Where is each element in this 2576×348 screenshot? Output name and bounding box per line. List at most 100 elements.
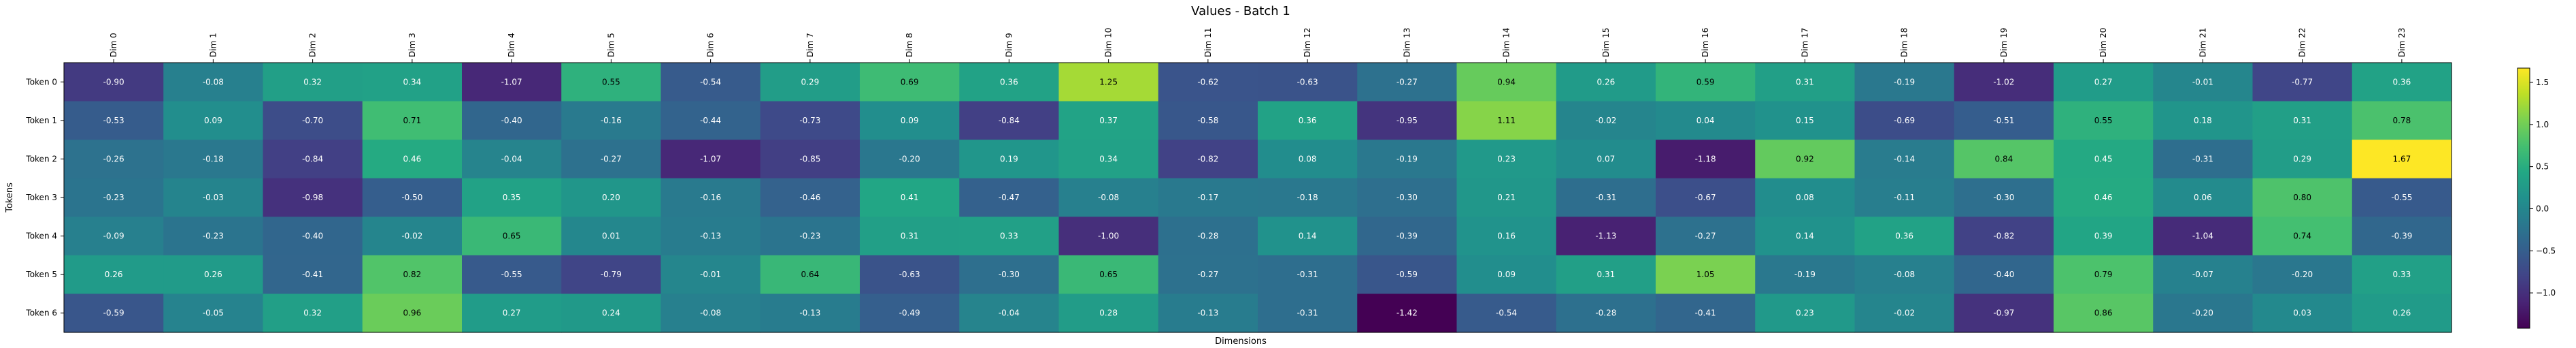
cell-value-label: -0.02 (1894, 309, 1915, 318)
heatmap-cell (1755, 101, 1856, 140)
cell-value-label: 0.34 (403, 77, 422, 86)
cell-value-label: 0.19 (1000, 154, 1018, 163)
cell-value-label: 0.78 (2393, 116, 2411, 125)
x-tick-label: Dim 17 (1800, 28, 1809, 57)
cell-value-label: 0.24 (602, 309, 620, 318)
heatmap-cell (1755, 63, 1856, 102)
cell-value-label: -0.53 (103, 116, 124, 125)
cell-value-label: -0.95 (1396, 116, 1418, 125)
heatmap-cell (561, 63, 662, 102)
cell-value-label: 0.28 (1099, 309, 1118, 318)
heatmap-cell (2153, 63, 2254, 102)
cell-value-label: -0.05 (203, 309, 224, 318)
heatmap-cell (64, 178, 164, 217)
heatmap-cell (2252, 178, 2353, 217)
cell-value-label: -0.46 (799, 193, 820, 202)
heatmap-cell (1058, 217, 1159, 256)
x-tick-label: Dim 19 (1999, 28, 2009, 57)
heatmap-cell (1656, 101, 1756, 140)
cell-value-label: 0.74 (2293, 232, 2311, 241)
cell-value-label: 0.16 (1497, 232, 1516, 241)
cell-value-label: 1.67 (2393, 154, 2411, 163)
heatmap-cell (362, 294, 463, 333)
cell-value-label: -0.82 (1993, 232, 2014, 241)
heatmap-cell (1556, 255, 1656, 295)
heatmap-cell (2252, 217, 2353, 256)
heatmap-cell (660, 294, 761, 333)
colorbar-tick-label: −0.5 (2536, 246, 2556, 255)
heatmap-cell (1258, 255, 1358, 295)
cell-value-label: -0.50 (401, 193, 422, 202)
cell-value-label: 0.04 (1696, 116, 1715, 125)
heatmap-cell (1556, 63, 1656, 102)
cell-value-label: 0.08 (1299, 154, 1317, 163)
heatmap-cell (1357, 178, 1458, 217)
cell-value-label: -0.13 (799, 309, 820, 318)
cell-value-label: -0.23 (203, 232, 224, 241)
heatmap-cell (1456, 178, 1557, 217)
cell-value-label: 0.29 (2293, 154, 2311, 163)
x-tick-label: Dim 3 (407, 33, 417, 57)
cell-value-label: -0.39 (2391, 232, 2412, 241)
heatmap-cell (64, 140, 164, 179)
cell-value-label: -0.69 (1894, 116, 1915, 125)
cell-value-label: -0.55 (2391, 193, 2412, 202)
cell-value-label: 0.32 (303, 77, 322, 86)
cell-value-label: -0.18 (1297, 193, 1318, 202)
cell-value-label: 0.32 (303, 309, 322, 318)
cell-value-label: -0.55 (501, 270, 522, 279)
cell-value-label: 0.55 (602, 77, 620, 86)
heatmap-cell (1158, 217, 1258, 256)
heatmap-cell (1456, 217, 1557, 256)
heatmap-cell (64, 294, 164, 333)
cell-value-label: 0.15 (1796, 116, 1814, 125)
cell-value-label: 0.36 (1299, 116, 1317, 125)
heatmap-cell (263, 294, 363, 333)
heatmap-cell (959, 255, 1060, 295)
heatmap-cell (1357, 255, 1458, 295)
heatmap-cell (362, 178, 463, 217)
x-tick-label: Dim 21 (2198, 28, 2207, 57)
cell-value-label: -0.26 (103, 154, 124, 163)
cell-value-label: -0.28 (1197, 232, 1218, 241)
cell-value-label: -1.18 (1695, 154, 1716, 163)
cell-value-label: -0.17 (1197, 193, 1218, 202)
heatmap-cell (860, 255, 960, 295)
heatmap-cell (860, 294, 960, 333)
cell-value-label: -0.63 (1297, 77, 1318, 86)
cell-value-label: 0.23 (1796, 309, 1814, 318)
heatmap-cell (2054, 140, 2154, 179)
heatmap-cell (2054, 101, 2154, 140)
heatmap-cell (1854, 178, 1955, 217)
heatmap-cell (760, 217, 860, 256)
heatmap-cell (760, 140, 860, 179)
cell-value-label: -0.54 (700, 77, 721, 86)
cell-value-label: -0.84 (302, 154, 323, 163)
cell-value-label: -0.16 (700, 193, 721, 202)
cell-value-label: 0.31 (2293, 116, 2311, 125)
heatmap-cell (1656, 63, 1756, 102)
x-tick-label: Dim 18 (1900, 28, 1909, 57)
heatmap-cell (1656, 178, 1756, 217)
cell-value-label: -0.08 (1894, 270, 1915, 279)
cell-value-label: -0.01 (700, 270, 721, 279)
cell-value-label: 1.25 (1099, 77, 1118, 86)
cell-value-label: 0.01 (602, 232, 620, 241)
heatmap-cell (163, 63, 264, 102)
heatmap-cell (163, 140, 264, 179)
cell-value-label: 0.36 (2393, 77, 2411, 86)
cell-value-label: 0.79 (2094, 270, 2113, 279)
x-tick-label: Dim 12 (1303, 28, 1312, 57)
heatmap-cell (561, 140, 662, 179)
heatmap-cell (64, 63, 164, 102)
heatmap-cell (760, 255, 860, 295)
cell-value-label: -0.59 (103, 309, 124, 318)
colorbar-tick-label: 1.5 (2536, 78, 2549, 87)
heatmap-cell (1954, 101, 2054, 140)
heatmap-cell (561, 255, 662, 295)
x-tick-label: Dim 16 (1701, 28, 1710, 57)
cell-value-label: 0.33 (2393, 270, 2411, 279)
heatmap-cell (1258, 140, 1358, 179)
x-tick-label: Dim 20 (2098, 28, 2108, 57)
heatmap-cell (1258, 63, 1358, 102)
